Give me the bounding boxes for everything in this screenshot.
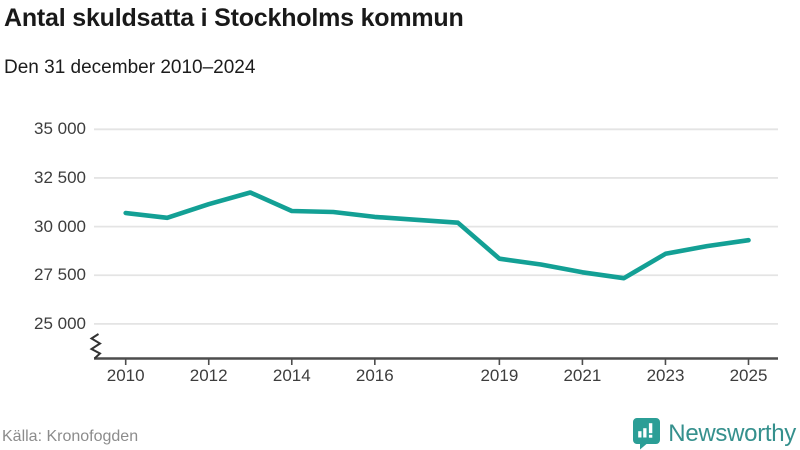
x-axis-label: 2016	[355, 366, 394, 385]
x-axis-label: 2012	[189, 366, 228, 385]
y-axis-label: 25 000	[34, 314, 86, 333]
y-axis-label: 32 500	[34, 167, 86, 187]
y-axis-label: 27 500	[34, 265, 86, 284]
x-axis-label: 2025	[729, 366, 768, 385]
page-subtitle: Den 31 december 2010–2024	[4, 57, 256, 78]
trend-line	[123, 190, 751, 281]
x-axis-label: 2023	[646, 366, 685, 385]
page-title: Antal skuldsatta i Stockholms kommun	[4, 4, 464, 32]
x-axis-label: 2010	[106, 366, 145, 385]
source-text: Källa: Kronofogden	[2, 428, 139, 445]
newsworthy-logo-icon	[633, 418, 661, 450]
y-axis-label: 30 000	[34, 216, 86, 236]
newsworthy-wordmark: Newsworthy	[668, 419, 796, 447]
axis-break-zigzag	[89, 333, 102, 360]
x-axis-label: 2019	[480, 366, 519, 385]
x-axis-label: 2014	[272, 366, 311, 385]
newsworthy-logo: Newsworthy	[632, 417, 796, 450]
y-axis-label: 35 000	[34, 119, 86, 138]
x-axis-label: 2021	[563, 366, 602, 385]
